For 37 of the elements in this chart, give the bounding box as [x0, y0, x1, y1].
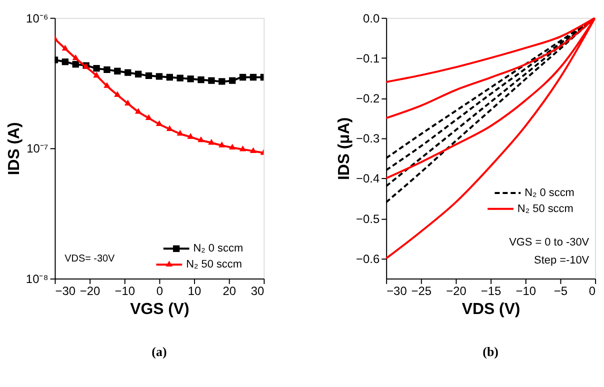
- legend-label: N₂ 0 sccm: [193, 242, 244, 255]
- y-tick-label: 0.0: [363, 11, 380, 26]
- y-axis-title: IDS (A): [6, 122, 23, 176]
- y-tick-label: −0.3: [356, 132, 380, 146]
- x-tick-label: −10: [114, 284, 136, 298]
- x-tick-label: 0: [588, 284, 596, 298]
- text: (b): [482, 344, 498, 360]
- y-tick-label: −0.1: [356, 51, 380, 66]
- y-tick-label: 10⁻⁸: [26, 272, 48, 286]
- x-tick-label: −20: [80, 284, 101, 298]
- legend-label: N₂ 50 sccm: [517, 202, 574, 215]
- annotation: Step =-10V: [534, 254, 590, 267]
- x-tick-label: 30: [250, 284, 265, 298]
- x-tick-label: −25: [411, 284, 432, 298]
- y-tick-label: −0.6: [356, 252, 380, 266]
- legend-label: N₂ 0 sccm: [524, 186, 574, 199]
- text: (a): [152, 344, 167, 360]
- x-tick-label: 20: [222, 284, 236, 298]
- y-tick-label: 10⁻⁶: [26, 11, 48, 26]
- x-tick-label: −30: [386, 284, 408, 298]
- x-tick-label: 0: [156, 284, 164, 298]
- x-axis-title: VDS (V): [462, 300, 520, 318]
- annotation: VDS= -30V: [64, 254, 116, 265]
- y-tick-label: 10⁻⁷: [26, 142, 48, 156]
- y-tick-label: −0.5: [356, 212, 380, 226]
- y-axis-title: IDS (μA): [336, 117, 354, 180]
- legend-label: N₂ 50 sccm: [186, 258, 242, 271]
- x-tick-label: −30: [55, 284, 76, 298]
- x-tick-label: −20: [446, 284, 467, 298]
- y-tick-label: −0.4: [356, 172, 380, 186]
- x-tick-label: −10: [516, 284, 536, 298]
- annotation: VGS = 0 to -30V: [509, 236, 590, 249]
- x-tick-label: −5: [554, 284, 568, 298]
- x-tick-label: −15: [480, 284, 502, 298]
- y-tick-label: −0.2: [356, 92, 380, 106]
- x-tick-label: 10: [188, 284, 202, 298]
- x-axis-title: VGS (V): [130, 300, 190, 318]
